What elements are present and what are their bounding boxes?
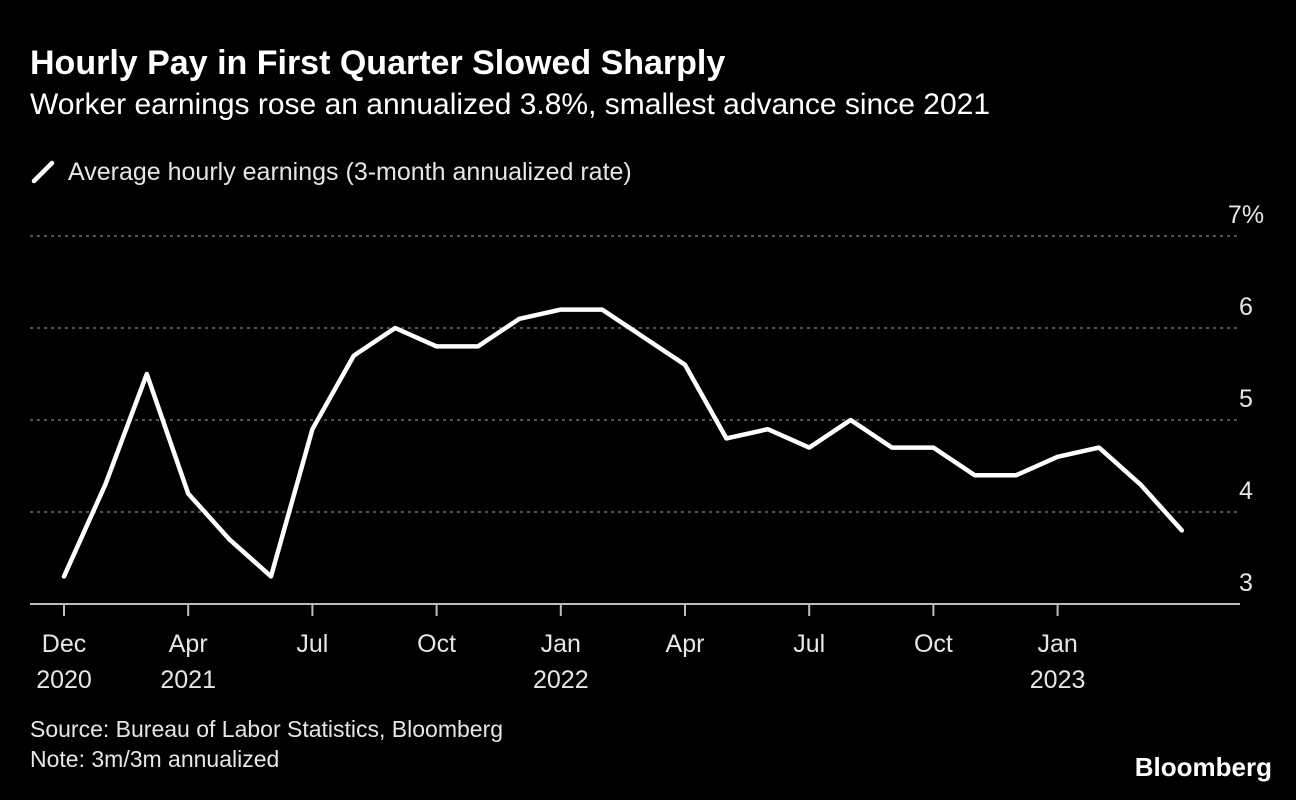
- x-tick-label: Jul: [793, 630, 825, 658]
- y-tick-label: 4: [1239, 477, 1253, 505]
- bloomberg-logo: Bloomberg: [1134, 752, 1272, 782]
- y-tick-label: 3: [1239, 569, 1253, 597]
- x-tick-label: Apr: [169, 630, 208, 658]
- x-tick-year-label: 2021: [160, 666, 216, 694]
- y-tick-label: 7%: [1228, 201, 1264, 229]
- chart-subtitle: Worker earnings rose an annualized 3.8%,…: [30, 88, 990, 121]
- x-tick-label: Jul: [296, 630, 328, 658]
- source-note: Source: Bureau of Labor Statistics, Bloo…: [30, 716, 504, 742]
- series-line: [61, 307, 1185, 579]
- x-tick-label: Apr: [666, 630, 705, 658]
- y-tick-label: 6: [1239, 293, 1253, 321]
- x-tick-label: Oct: [914, 630, 953, 658]
- x-tick-year-label: 2023: [1030, 666, 1086, 694]
- y-tick-label: 5: [1239, 385, 1253, 413]
- x-tick-label: Dec: [42, 630, 86, 658]
- method-note: Note: 3m/3m annualized: [30, 746, 280, 772]
- legend: Average hourly earnings (3-month annuali…: [30, 156, 632, 188]
- x-tick-label: Oct: [417, 630, 456, 658]
- x-tick-label: Jan: [541, 630, 581, 658]
- legend-label: Average hourly earnings (3-month annuali…: [68, 157, 632, 186]
- chart-title: Hourly Pay in First Quarter Slowed Sharp…: [30, 44, 726, 82]
- x-tick-year-label: 2020: [36, 666, 92, 694]
- x-tick-label: Jan: [1037, 630, 1077, 658]
- legend-line-icon: [31, 160, 55, 184]
- x-tick-year-label: 2022: [533, 666, 589, 694]
